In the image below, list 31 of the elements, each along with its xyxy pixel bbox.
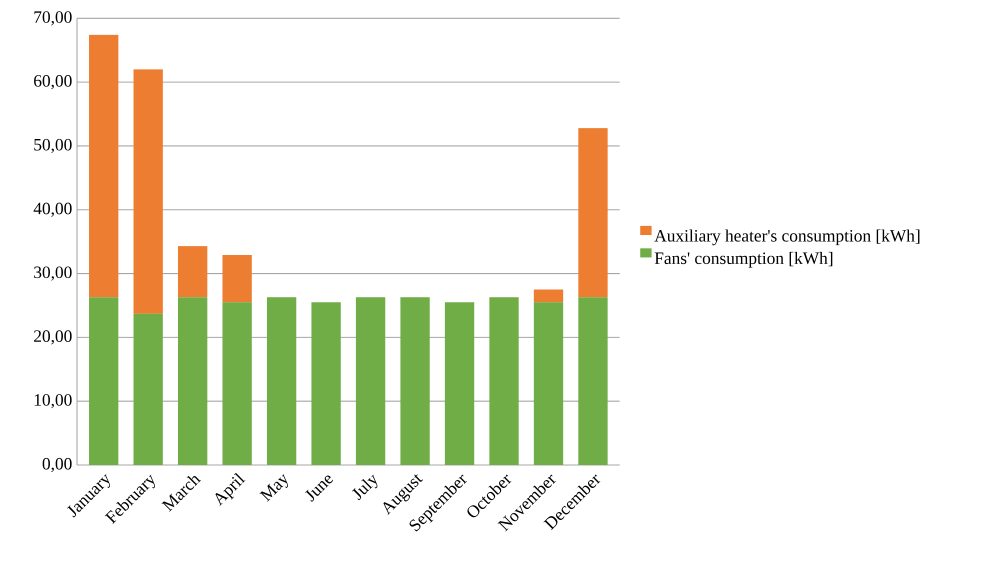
bar — [134, 314, 163, 465]
y-tick-label: 10,00 — [34, 394, 72, 408]
y-tick-label: 0,00 — [42, 458, 72, 472]
bar — [400, 297, 430, 465]
bar — [89, 34, 118, 298]
y-tick-label: 60,00 — [34, 75, 72, 90]
bar — [578, 297, 608, 465]
bar — [134, 69, 163, 314]
x-tick-label: June — [305, 475, 334, 502]
bar — [578, 128, 608, 298]
y-tick-label: 20,00 — [34, 330, 72, 344]
bar — [178, 297, 208, 465]
bar — [222, 302, 252, 465]
bar — [222, 255, 252, 302]
y-tick-label: 50,00 — [34, 138, 72, 154]
y-tick-label: 70,00 — [34, 11, 72, 26]
y-tick-label: 40,00 — [34, 202, 72, 217]
bar — [534, 290, 564, 302]
legend-label: Auxiliary heater's consumption [kWh] — [654, 229, 920, 246]
bar — [89, 297, 118, 465]
x-tick-label: July — [352, 474, 378, 500]
legend-label: Fans' consumption [kWh] — [654, 252, 832, 268]
bar — [489, 297, 519, 465]
bar — [266, 297, 296, 465]
bar — [534, 302, 564, 465]
bar — [444, 302, 474, 465]
y-tick-label: 30,00 — [34, 266, 72, 281]
bar — [356, 297, 386, 465]
bar — [178, 246, 208, 298]
bar — [311, 302, 341, 465]
x-tick-label: May — [260, 474, 288, 502]
